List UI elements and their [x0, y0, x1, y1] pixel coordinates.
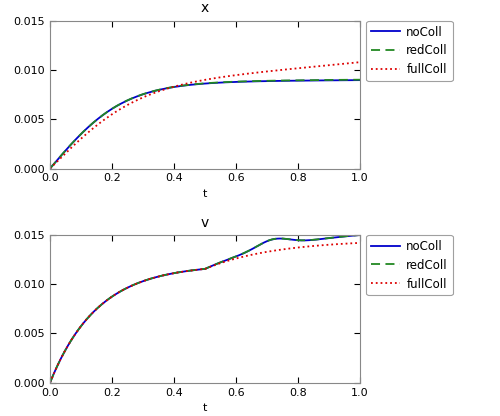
- fullColl: [230, 73, 235, 78]
- noColl: [357, 233, 363, 238]
- redColl: [47, 380, 53, 385]
- fullColl: [254, 251, 260, 256]
- redColl: [254, 244, 260, 249]
- noColl: [280, 78, 286, 83]
- fullColl: [126, 284, 132, 289]
- Line: noColl: noColl: [50, 80, 360, 168]
- Line: noColl: noColl: [50, 235, 360, 383]
- fullColl: [102, 300, 108, 305]
- redColl: [230, 79, 235, 84]
- redColl: [280, 78, 286, 83]
- noColl: [254, 244, 260, 249]
- noColl: [230, 255, 235, 260]
- redColl: [47, 166, 53, 171]
- redColl: [188, 268, 194, 273]
- fullColl: [188, 268, 194, 273]
- redColl: [357, 77, 363, 82]
- redColl: [126, 284, 132, 289]
- noColl: [254, 79, 260, 84]
- Line: redColl: redColl: [50, 235, 360, 383]
- redColl: [126, 97, 132, 102]
- redColl: [188, 82, 194, 87]
- fullColl: [102, 117, 108, 122]
- Line: fullColl: fullColl: [50, 62, 360, 168]
- noColl: [188, 268, 194, 273]
- redColl: [280, 236, 286, 241]
- fullColl: [357, 240, 363, 245]
- fullColl: [230, 257, 235, 262]
- X-axis label: t: t: [203, 189, 207, 199]
- noColl: [102, 300, 108, 305]
- noColl: [47, 380, 53, 385]
- fullColl: [280, 67, 286, 72]
- X-axis label: t: t: [203, 403, 207, 413]
- Line: redColl: redColl: [50, 80, 360, 168]
- noColl: [126, 97, 132, 102]
- fullColl: [188, 80, 194, 85]
- Title: x: x: [201, 2, 209, 15]
- fullColl: [47, 166, 53, 171]
- noColl: [188, 82, 194, 87]
- redColl: [230, 255, 235, 260]
- redColl: [254, 79, 260, 84]
- fullColl: [254, 70, 260, 75]
- Legend: noColl, redColl, fullColl: noColl, redColl, fullColl: [366, 21, 452, 81]
- Legend: noColl, redColl, fullColl: noColl, redColl, fullColl: [366, 235, 452, 295]
- Line: fullColl: fullColl: [50, 243, 360, 383]
- noColl: [47, 166, 53, 171]
- Title: v: v: [201, 215, 209, 230]
- noColl: [280, 236, 286, 241]
- fullColl: [280, 247, 286, 252]
- noColl: [230, 79, 235, 84]
- redColl: [102, 111, 108, 116]
- fullColl: [126, 101, 132, 106]
- fullColl: [47, 380, 53, 385]
- redColl: [102, 299, 108, 304]
- fullColl: [357, 59, 363, 64]
- noColl: [102, 111, 108, 116]
- noColl: [126, 284, 132, 289]
- redColl: [357, 233, 363, 238]
- noColl: [357, 78, 363, 83]
